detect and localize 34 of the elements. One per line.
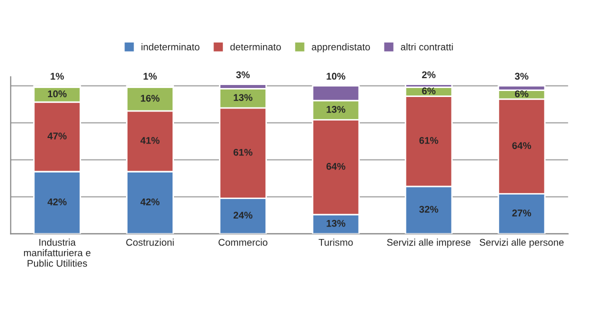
data-label: 13% — [326, 106, 346, 113]
data-label: 64% — [512, 142, 532, 150]
data-label: 13% — [234, 94, 252, 101]
legend-label: determinato — [230, 43, 281, 50]
data-label: 64% — [326, 162, 346, 170]
data-label: 16% — [140, 94, 160, 102]
x-tick-label: Commercio — [218, 238, 268, 246]
data-label: 1% — [144, 72, 157, 80]
data-label: 10% — [48, 90, 67, 98]
data-label: 61% — [234, 148, 252, 156]
legend-label: altri contratti — [400, 43, 453, 50]
data-label: 2% — [422, 71, 436, 78]
data-label: 24% — [234, 212, 252, 219]
data-label: 10% — [326, 72, 346, 80]
data-label: 61% — [419, 137, 438, 144]
data-label: 6% — [422, 87, 436, 94]
data-label: 42% — [48, 198, 67, 206]
x-tick-label: Servizi alle persone — [480, 238, 564, 248]
data-label: 13% — [326, 220, 346, 227]
data-label: 32% — [419, 206, 438, 213]
x-tick-label: Costruzioni — [126, 238, 174, 246]
data-label: 6% — [514, 90, 528, 98]
data-label: 1% — [50, 72, 64, 80]
data-label: 3% — [236, 71, 250, 78]
data-label: 3% — [514, 72, 528, 80]
data-label: 27% — [512, 210, 532, 216]
x-tick-label: Industria manifatturiera e Public Utilities — [24, 238, 90, 267]
x-tick-label: Turismo — [318, 238, 353, 246]
data-label: 41% — [140, 137, 160, 144]
data-label: 47% — [48, 132, 67, 140]
legend-label: apprendistato — [312, 43, 370, 52]
x-tick-label: Servizi alle imprese — [387, 238, 470, 248]
legend-label: indeterminato — [142, 43, 200, 50]
data-label: 42% — [140, 198, 160, 206]
